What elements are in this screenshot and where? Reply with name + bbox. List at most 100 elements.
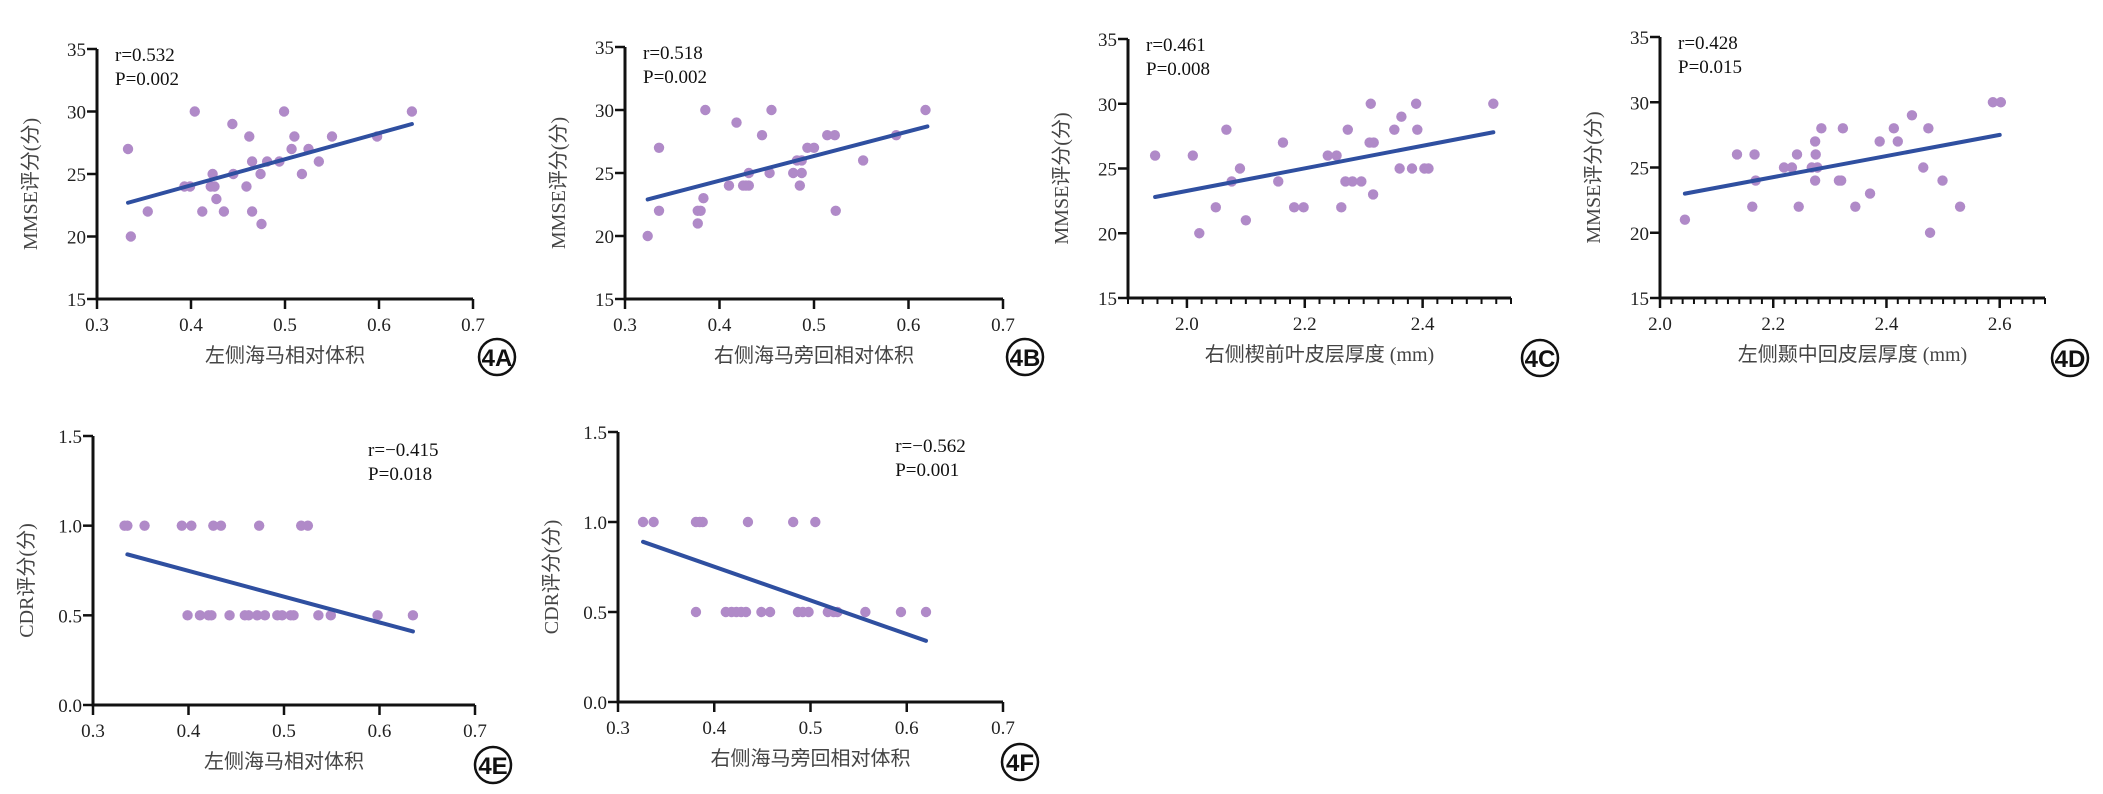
x-tick-label: 0.4 <box>179 315 203 336</box>
data-point <box>1937 175 1948 186</box>
y-tick-label: 1.5 <box>583 423 607 444</box>
data-point <box>698 193 709 204</box>
data-point <box>653 142 665 153</box>
regression-line <box>125 552 415 634</box>
data-point <box>648 516 659 528</box>
data-point <box>406 106 418 117</box>
data-point <box>372 610 383 621</box>
data-point <box>723 180 735 191</box>
data-point <box>1234 163 1246 174</box>
data-point <box>1367 189 1379 200</box>
data-point <box>286 143 297 155</box>
data-point <box>764 167 775 179</box>
correlation-r: r=−0.415 <box>368 440 439 461</box>
x-tick-label: 2.0 <box>1175 314 1199 335</box>
y-tick-label: 30 <box>595 101 614 122</box>
y-tick-label: 15 <box>1630 289 1649 310</box>
data-point <box>1288 202 1300 213</box>
data-point <box>1923 123 1934 134</box>
data-point <box>1793 201 1804 212</box>
data-point <box>209 181 220 192</box>
data-point <box>1835 175 1847 186</box>
panel-4a: 15 20 25 30 35 0.3 0.4 0.5 0.6 0.7 左侧海马相对体积 MMSE评分(… <box>19 40 517 377</box>
x-axis-title: 左侧海马相对体积 <box>204 750 364 773</box>
x-tick-label: 2.4 <box>1411 314 1435 335</box>
regression-line <box>645 124 930 202</box>
data-point <box>920 606 932 618</box>
data-point <box>1194 228 1205 239</box>
data-point <box>326 131 338 142</box>
data-point <box>313 156 325 167</box>
data-point <box>1791 149 1803 160</box>
panel-4f: 0.0 0.5 1.0 1.5 0.3 0.4 0.5 0.6 0.7 右侧海马旁回相对体积 CDR… <box>540 423 1040 782</box>
data-point <box>255 168 266 180</box>
data-point <box>211 193 222 205</box>
data-point <box>407 610 419 621</box>
panel-badge-label: 4C <box>1525 346 1556 373</box>
data-point <box>1187 150 1199 161</box>
y-tick-label: 25 <box>1098 160 1117 181</box>
data-point <box>740 606 752 618</box>
panel-badge-label: 4D <box>2055 346 2086 373</box>
data-point <box>690 606 702 618</box>
data-point <box>1809 175 1821 186</box>
data-point <box>1816 123 1827 134</box>
regression-line <box>641 539 928 643</box>
data-point <box>253 520 265 531</box>
data-point <box>653 205 665 216</box>
data-point <box>256 218 267 230</box>
y-axis-title: CDR评分(分) <box>15 523 38 637</box>
x-axis-title: 右侧海马旁回相对体积 <box>714 344 914 367</box>
data-point <box>1389 124 1400 135</box>
p-value: P=0.018 <box>368 464 432 485</box>
data-point <box>325 610 336 621</box>
data-point <box>218 206 230 217</box>
data-point <box>1342 124 1353 135</box>
x-tick-label: 0.7 <box>991 718 1015 739</box>
data-point <box>1277 137 1289 148</box>
y-tick-label: 30 <box>67 103 86 124</box>
data-point <box>1864 188 1876 199</box>
data-point <box>766 104 777 116</box>
x-axis-title: 右侧海马旁回相对体积 <box>711 747 911 770</box>
data-point <box>278 106 290 117</box>
y-axis-title: MMSE评分(分) <box>19 118 42 250</box>
data-point <box>176 520 188 531</box>
data-point <box>1906 110 1918 121</box>
data-point <box>1406 163 1418 174</box>
x-tick-label: 0.5 <box>272 721 296 742</box>
y-tick-label: 15 <box>67 290 86 311</box>
data-point <box>637 516 649 528</box>
y-axis-title: CDR评分(分) <box>540 520 563 634</box>
data-point <box>1488 98 1499 109</box>
data-point <box>246 156 258 167</box>
data-point <box>215 520 227 531</box>
data-point <box>788 167 799 179</box>
x-tick-label: 0.6 <box>368 721 392 742</box>
data-point <box>189 106 200 117</box>
data-point <box>810 516 821 528</box>
data-point <box>224 610 235 621</box>
x-axis-title: 右侧楔前叶皮层厚度 (mm) <box>1205 343 1434 366</box>
data-point <box>122 143 134 155</box>
data-point <box>142 206 153 217</box>
data-point <box>642 230 653 242</box>
panel-badge-circle <box>1005 337 1045 377</box>
panel-4e: 0.0 0.5 1.0 1.5 0.3 0.4 0.5 0.6 0.7 左侧海马相对体积 CDR评分… <box>15 427 513 785</box>
panel-badge-label: 4B <box>1010 345 1041 372</box>
p-value: P=0.015 <box>1678 57 1742 78</box>
data-point <box>796 167 807 179</box>
data-point <box>243 610 254 621</box>
y-axis-title: MMSE评分(分) <box>547 117 570 249</box>
data-point <box>122 520 133 531</box>
data-point <box>182 610 193 621</box>
y-tick-label: 15 <box>1098 289 1117 310</box>
x-tick-label: 0.6 <box>895 718 919 739</box>
data-point <box>288 610 299 621</box>
data-point <box>1888 123 1900 134</box>
y-tick-label: 35 <box>67 40 86 61</box>
data-point <box>695 205 706 216</box>
data-point <box>1679 214 1691 225</box>
panel-badge-circle <box>473 745 513 785</box>
